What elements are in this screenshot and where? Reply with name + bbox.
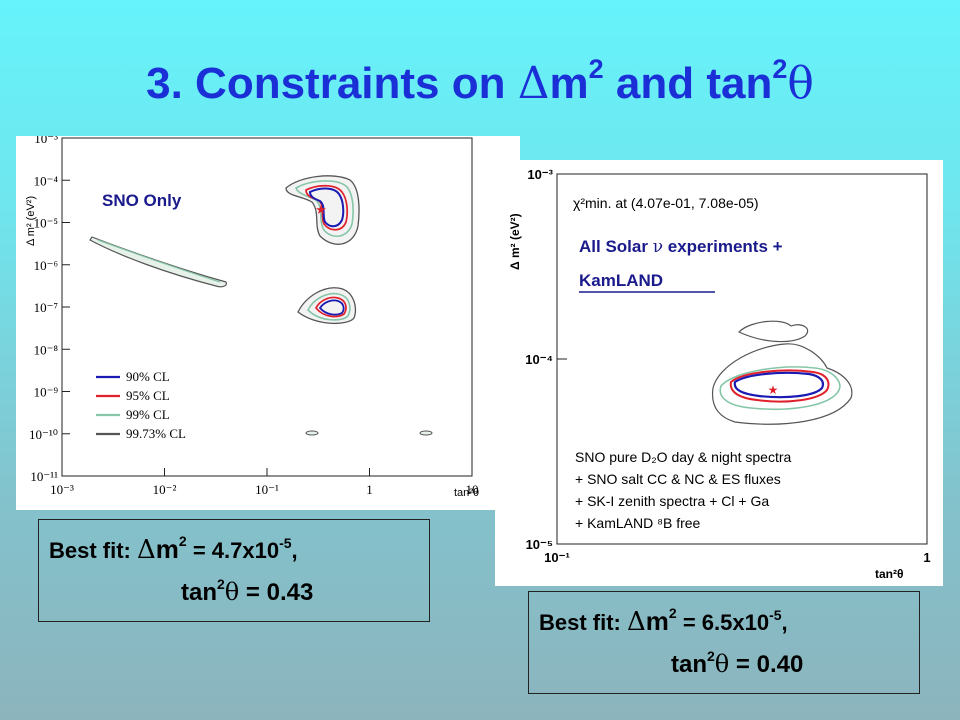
note-line: + SK-I zenith spectra + Cl + Ga bbox=[575, 493, 769, 509]
contour-90 bbox=[733, 371, 825, 399]
legend-label-95: 95% CL bbox=[126, 388, 170, 403]
x-tick-label: 10 bbox=[466, 482, 479, 497]
global-label-line1: All Solar ν experiments + bbox=[579, 237, 783, 257]
note-line: + KamLAND ⁸B free bbox=[575, 515, 701, 531]
best-fit-marker: ★ bbox=[768, 383, 779, 397]
contour-99 bbox=[719, 366, 841, 410]
y-tick-label: 10⁻⁴ bbox=[34, 173, 59, 188]
y-tick-label: 10⁻⁵ bbox=[34, 216, 58, 231]
y-tick-label: 10⁻⁴ bbox=[525, 352, 553, 367]
x-axis-label: tan²θ bbox=[875, 567, 903, 581]
contour-9973-upper-loop bbox=[737, 320, 809, 343]
contour-95 bbox=[729, 369, 830, 403]
right-axis-ticks: 10⁻¹ 1 10⁻⁵ 10⁻⁴ 10⁻³ bbox=[525, 167, 930, 565]
contour-9973 bbox=[711, 343, 853, 425]
note-line: + SNO salt CC & NC & ES fluxes bbox=[575, 471, 781, 487]
y-tick-label: 10⁻¹⁰ bbox=[29, 427, 58, 442]
contour-vac-1 bbox=[305, 430, 319, 436]
y-tick-label: 10⁻¹¹ bbox=[30, 469, 58, 484]
best-fit-tan2theta: tan2θ = 0.43 bbox=[181, 576, 314, 606]
sno-only-chart: 10⁻³ 10⁻² 10⁻¹ 1 10 10⁻¹¹ 10⁻¹⁰ 10⁻⁹ 10⁻⁸ 10⁻⁷ 10⁻… bbox=[25, 136, 479, 499]
plot-frame bbox=[556, 173, 928, 545]
x-tick-label: 1 bbox=[923, 550, 930, 565]
x-tick-label: 10⁻¹ bbox=[255, 482, 279, 497]
x-tick-label: 10⁻² bbox=[153, 482, 177, 497]
contour-vac-2 bbox=[419, 430, 433, 436]
sno-only-label: SNO Only bbox=[102, 191, 182, 210]
global-fit-chart: 10⁻¹ 1 10⁻⁵ 10⁻⁴ 10⁻³ tan²θ Δ m² (eV²) χ²min… bbox=[508, 167, 931, 581]
global-fit-plot: 10⁻¹ 1 10⁻⁵ 10⁻⁴ 10⁻³ tan²θ Δ m² (eV²) χ²min… bbox=[495, 160, 943, 586]
best-fit-dm2: Best fit: Δm2 = 4.7x10-5, bbox=[49, 533, 298, 565]
best-fit-marker: ★ bbox=[315, 202, 327, 217]
contour-90-upper bbox=[308, 187, 345, 228]
sno-only-plot: 10⁻³ 10⁻² 10⁻¹ 1 10 10⁻¹¹ 10⁻¹⁰ 10⁻⁹ 10⁻⁸ 10⁻⁷ 10⁻… bbox=[16, 136, 520, 510]
best-fit-dm2: Best fit: Δm2 = 6.5x10-5, bbox=[539, 605, 788, 637]
y-tick-label: 10⁻⁶ bbox=[34, 258, 58, 273]
slide-title: 3. Constraints on Δm2 and tan2θ bbox=[146, 54, 814, 109]
best-fit-box-global: Best fit: Δm2 = 6.5x10-5, tan2θ = 0.40 bbox=[528, 591, 920, 694]
y-tick-label: 10⁻⁸ bbox=[34, 342, 59, 357]
y-tick-label: 10⁻³ bbox=[527, 167, 553, 182]
x-axis-label: tan²θ bbox=[454, 487, 479, 499]
legend: 90% CL 95% CL 99% CL 99.73% CL bbox=[96, 369, 186, 441]
chi2-annotation: χ²min. at (4.07e-01, 7.08e-05) bbox=[573, 195, 759, 211]
x-tick-label: 10⁻¹ bbox=[544, 550, 570, 565]
legend-label-99: 99% CL bbox=[126, 407, 170, 422]
experiment-notes: SNO pure D₂O day & night spectra + SNO s… bbox=[575, 449, 792, 531]
y-tick-label: 10⁻⁷ bbox=[34, 300, 58, 315]
left-axis-ticks: 10⁻³ 10⁻² 10⁻¹ 1 10 10⁻¹¹ 10⁻¹⁰ 10⁻⁹ 10⁻⁸ 10⁻⁷ 10⁻… bbox=[29, 136, 478, 497]
y-tick-label: 10⁻³ bbox=[34, 136, 58, 146]
contour-9973-lower bbox=[297, 287, 357, 325]
x-tick-label: 10⁻³ bbox=[50, 482, 74, 497]
x-tick-label: 1 bbox=[366, 482, 373, 497]
plot-frame bbox=[61, 137, 473, 477]
y-axis-label: Δ m² (eV²) bbox=[25, 196, 37, 246]
legend-label-90: 90% CL bbox=[126, 369, 170, 384]
y-axis-label: Δ m² (eV²) bbox=[508, 213, 522, 270]
best-fit-box-sno: Best fit: Δm2 = 4.7x10-5, tan2θ = 0.43 bbox=[38, 519, 430, 622]
y-tick-label: 10⁻⁹ bbox=[34, 385, 59, 400]
contour-95-lower bbox=[314, 296, 347, 318]
best-fit-tan2theta: tan2θ = 0.40 bbox=[671, 648, 804, 678]
legend-label-9973: 99.73% CL bbox=[126, 426, 186, 441]
global-label-line2: KamLAND bbox=[579, 271, 663, 290]
y-tick-label: 10⁻⁵ bbox=[526, 537, 553, 552]
contour-90-lower bbox=[318, 299, 345, 316]
contour-99-lower bbox=[307, 292, 351, 321]
note-line: SNO pure D₂O day & night spectra bbox=[575, 449, 792, 465]
contour-99-sma bbox=[97, 239, 221, 283]
